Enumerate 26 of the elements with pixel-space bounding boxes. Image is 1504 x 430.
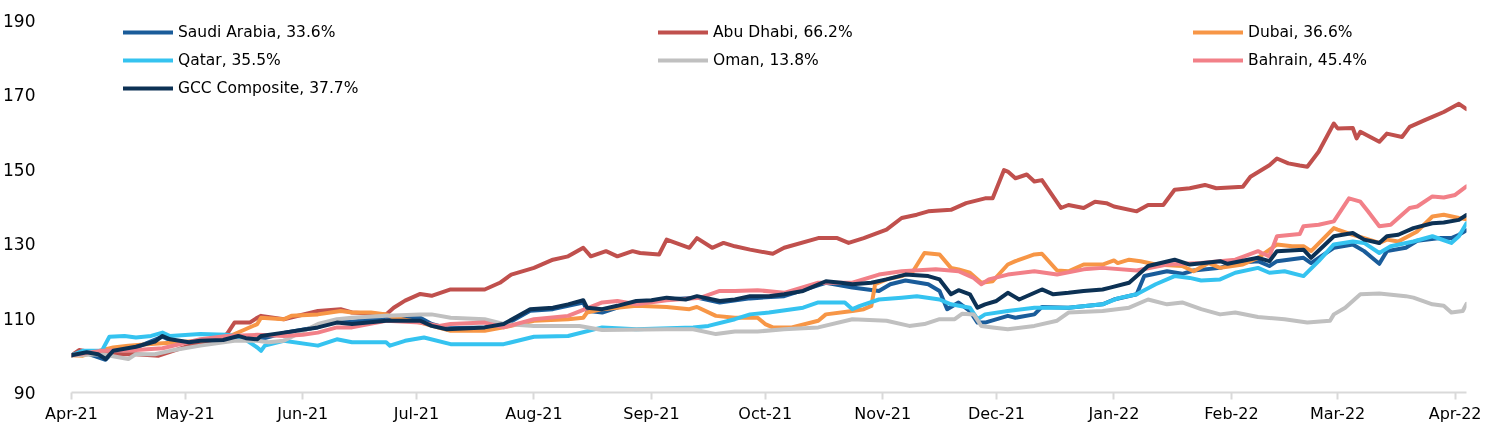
legend-label: Abu Dhabi, 66.2%: [713, 22, 854, 42]
y-tick-label: 90: [13, 383, 36, 403]
x-tick-label: Apr-22: [1428, 403, 1482, 423]
x-tick-label: Mar-22: [1309, 403, 1366, 423]
y-tick-label: 150: [3, 159, 36, 180]
x-tick-label: Feb-22: [1204, 403, 1259, 423]
x-tick-label: Sep-21: [623, 403, 680, 423]
x-tick-label: May-21: [155, 403, 215, 423]
y-tick-label: 130: [3, 234, 36, 255]
legend-label: Bahrain, 45.4%: [1248, 50, 1369, 70]
y-tick-label: 190: [3, 11, 36, 31]
x-tick-label: Oct-21: [738, 403, 793, 423]
x-tick-label: Jul-21: [392, 403, 440, 423]
legend-label: Saudi Arabia, 33.6%: [178, 22, 337, 42]
legend-label: Dubai, 36.6%: [1248, 22, 1354, 42]
legend-label: GCC Composite, 37.7%: [178, 78, 360, 98]
legend-label: Oman, 13.8%: [713, 50, 820, 70]
legend-label: Qatar, 35.5%: [178, 50, 282, 70]
x-tick-label: Jun-21: [276, 403, 329, 423]
y-tick-label: 110: [3, 308, 36, 329]
x-tick-label: Dec-21: [967, 403, 1025, 423]
y-tick-label: 170: [3, 85, 36, 106]
x-tick-label: Aug-21: [505, 403, 563, 423]
x-tick-label: Nov-21: [854, 403, 912, 423]
x-tick-label: Apr-21: [45, 403, 98, 423]
x-tick-label: Jan-22: [1087, 403, 1140, 423]
